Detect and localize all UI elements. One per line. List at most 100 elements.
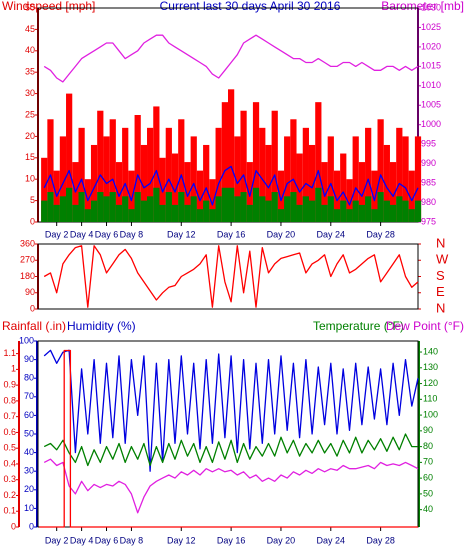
y-tick-label: 110 bbox=[423, 394, 437, 404]
y-tick-label: 30 bbox=[24, 466, 34, 476]
x-tick-label: Day 2 bbox=[45, 229, 69, 239]
x-tick-label: Day 16 bbox=[217, 229, 246, 239]
y-tick-label: 995 bbox=[421, 139, 436, 149]
y-tick-label: 1020 bbox=[421, 41, 441, 51]
y-tick-label: E bbox=[436, 284, 445, 299]
wind-bar bbox=[41, 157, 48, 222]
wind-bar bbox=[209, 179, 216, 222]
series-line bbox=[39, 349, 418, 528]
y-tick-label: 1010 bbox=[421, 80, 441, 90]
y-tick-label: 30 bbox=[25, 88, 35, 98]
wind-bar bbox=[103, 196, 110, 222]
wind-bar bbox=[234, 136, 241, 222]
y-tick-label: 90 bbox=[25, 287, 35, 297]
wind-bar bbox=[414, 136, 422, 222]
wind-bar bbox=[59, 136, 67, 222]
y-tick-label: 0 bbox=[30, 303, 35, 313]
wind-bar bbox=[147, 196, 154, 222]
wind-bar bbox=[128, 170, 135, 222]
x-tick-label: Day 28 bbox=[366, 535, 395, 545]
y-tick-label: 50 bbox=[25, 2, 35, 12]
wind-bar bbox=[408, 170, 415, 222]
wind-bar bbox=[240, 192, 247, 222]
wind-bar bbox=[358, 162, 366, 222]
wind-bar bbox=[315, 187, 322, 222]
wind-bar bbox=[109, 192, 116, 222]
wind-bar bbox=[47, 119, 54, 222]
y-tick-label: 60 bbox=[423, 473, 433, 483]
y-tick-label: 1025 bbox=[421, 22, 441, 32]
wind-bar bbox=[190, 196, 197, 222]
x-tick-label: Day 16 bbox=[217, 535, 246, 545]
x-tick-label: Day 8 bbox=[120, 535, 144, 545]
y-tick-label: 0.6 bbox=[3, 427, 16, 437]
wind-bar bbox=[184, 162, 191, 222]
wind-bar bbox=[53, 204, 60, 222]
wind-bar bbox=[408, 209, 415, 222]
wind-bar bbox=[184, 204, 191, 222]
y-tick-label: 975 bbox=[421, 216, 436, 226]
wind-bar bbox=[340, 200, 347, 222]
wind-bar bbox=[296, 153, 303, 222]
wind-bar bbox=[302, 127, 309, 222]
wind-bar bbox=[165, 192, 172, 222]
wind-bar bbox=[153, 106, 160, 222]
wind-bar bbox=[90, 200, 98, 222]
wind-bar bbox=[333, 209, 341, 222]
y-tick-label: N bbox=[436, 300, 445, 315]
wind-bar bbox=[252, 187, 260, 222]
series-line bbox=[43, 433, 418, 467]
temperature-axis-title: Temperature (°F) bbox=[313, 319, 404, 333]
x-tick-label: Day 6 bbox=[95, 229, 119, 239]
x-tick-label: Day 6 bbox=[95, 535, 119, 545]
wind-bar bbox=[302, 196, 309, 222]
wind-bar bbox=[66, 187, 73, 222]
wind-bar bbox=[134, 115, 141, 222]
y-tick-label: 1015 bbox=[421, 61, 441, 71]
wind-bar bbox=[284, 136, 291, 222]
wind-bar bbox=[84, 209, 91, 222]
y-tick-label: 130 bbox=[423, 362, 438, 372]
y-tick-label: 0.3 bbox=[3, 474, 16, 484]
wind-bar bbox=[308, 200, 316, 222]
wind-bar bbox=[277, 170, 285, 222]
wind-bar bbox=[78, 192, 85, 222]
y-tick-label: N bbox=[436, 235, 445, 250]
y-tick-label: 10 bbox=[24, 503, 34, 513]
wind-bar bbox=[97, 110, 104, 222]
wind-bar bbox=[371, 170, 378, 222]
wind-bar bbox=[321, 204, 328, 222]
wind-bar bbox=[246, 204, 253, 222]
wind-bar bbox=[377, 119, 384, 222]
wind-bar bbox=[190, 136, 197, 222]
y-tick-label: 90 bbox=[423, 425, 433, 435]
wind-bar bbox=[346, 209, 353, 222]
wind-bar bbox=[147, 127, 154, 222]
y-tick-label: 15 bbox=[25, 152, 35, 162]
wind-bar bbox=[377, 192, 384, 222]
wind-bar bbox=[340, 153, 347, 222]
wind-bar bbox=[221, 102, 228, 222]
wind-bar bbox=[315, 102, 322, 222]
wind-bar bbox=[122, 196, 129, 222]
y-tick-label: 0.5 bbox=[3, 443, 16, 453]
wind-bar bbox=[209, 209, 216, 222]
wind-bar bbox=[371, 209, 378, 222]
plot-frame bbox=[37, 243, 419, 310]
y-tick-label: 40 bbox=[24, 447, 34, 457]
x-tick-label: Day 28 bbox=[366, 229, 395, 239]
wind-bar bbox=[271, 192, 278, 222]
chart-title: Current last 30 days April 30 2016 bbox=[160, 0, 341, 13]
y-tick-label: 90 bbox=[24, 354, 34, 364]
wind-bar bbox=[327, 196, 334, 222]
wind-bar bbox=[140, 200, 148, 222]
y-tick-label: 80 bbox=[423, 441, 433, 451]
wind-bar bbox=[196, 170, 204, 222]
y-tick-label: 1.1 bbox=[3, 348, 16, 358]
x-tick-label: Day 24 bbox=[317, 229, 346, 239]
wind-bar bbox=[153, 187, 160, 222]
dewpoint-axis-title: Dew Point (°F) bbox=[386, 319, 464, 333]
y-tick-label: 60 bbox=[24, 410, 34, 420]
wind-bar bbox=[72, 204, 79, 222]
x-tick-label: Day 4 bbox=[70, 229, 94, 239]
